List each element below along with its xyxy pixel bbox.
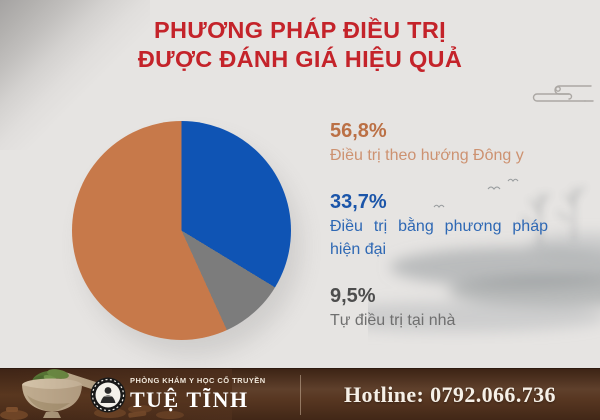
legend-value: 56,8% [330,120,387,142]
clinic-name: TUỆ TĨNH [130,387,249,412]
legend-item-dong-y: 56,8% Điều trị theo hướng Đông y [330,118,548,167]
footer-bar: PHÒNG KHÁM Y HỌC CỔ TRUYỀN TUỆ TĨNH Hotl… [0,368,600,420]
pie-chart [72,121,291,340]
clinic-logo-icon [90,377,126,413]
legend-value: 9,5% [330,285,376,307]
clinic-identity: PHÒNG KHÁM Y HỌC CỔ TRUYỀN TUỆ TĨNH [130,376,266,413]
legend-item-hien-dai: 33,7% Điều trị bằng phương pháp hiện đại [330,189,548,261]
legend-label: Điều trị bằng phương pháp hiện đại [330,218,548,258]
clinic-tagline: PHÒNG KHÁM Y HỌC CỔ TRUYỀN [130,376,266,385]
footer-divider [300,375,301,415]
page-title-line1: PHƯƠNG PHÁP ĐIỀU TRỊ [154,17,446,43]
page-title-line2: ĐƯỢC ĐÁNH GIÁ HIỆU QUẢ [137,46,463,72]
cloud-scroll-icon [532,85,594,102]
legend-item-tai-nha: 9,5% Tự điều trị tại nhà [330,283,548,332]
hotline-text: Hotline: 0792.066.736 [344,382,556,407]
legend-value: 33,7% [330,191,387,213]
page-title: PHƯƠNG PHÁP ĐIỀU TRỊ ĐƯỢC ĐÁNH GIÁ HIỆU … [0,16,600,74]
pie-legend: 56,8% Điều trị theo hướng Đông y 33,7% Đ… [330,118,548,354]
legend-label: Tự điều trị tại nhà [330,312,456,329]
legend-label: Điều trị theo hướng Đông y [330,147,524,164]
